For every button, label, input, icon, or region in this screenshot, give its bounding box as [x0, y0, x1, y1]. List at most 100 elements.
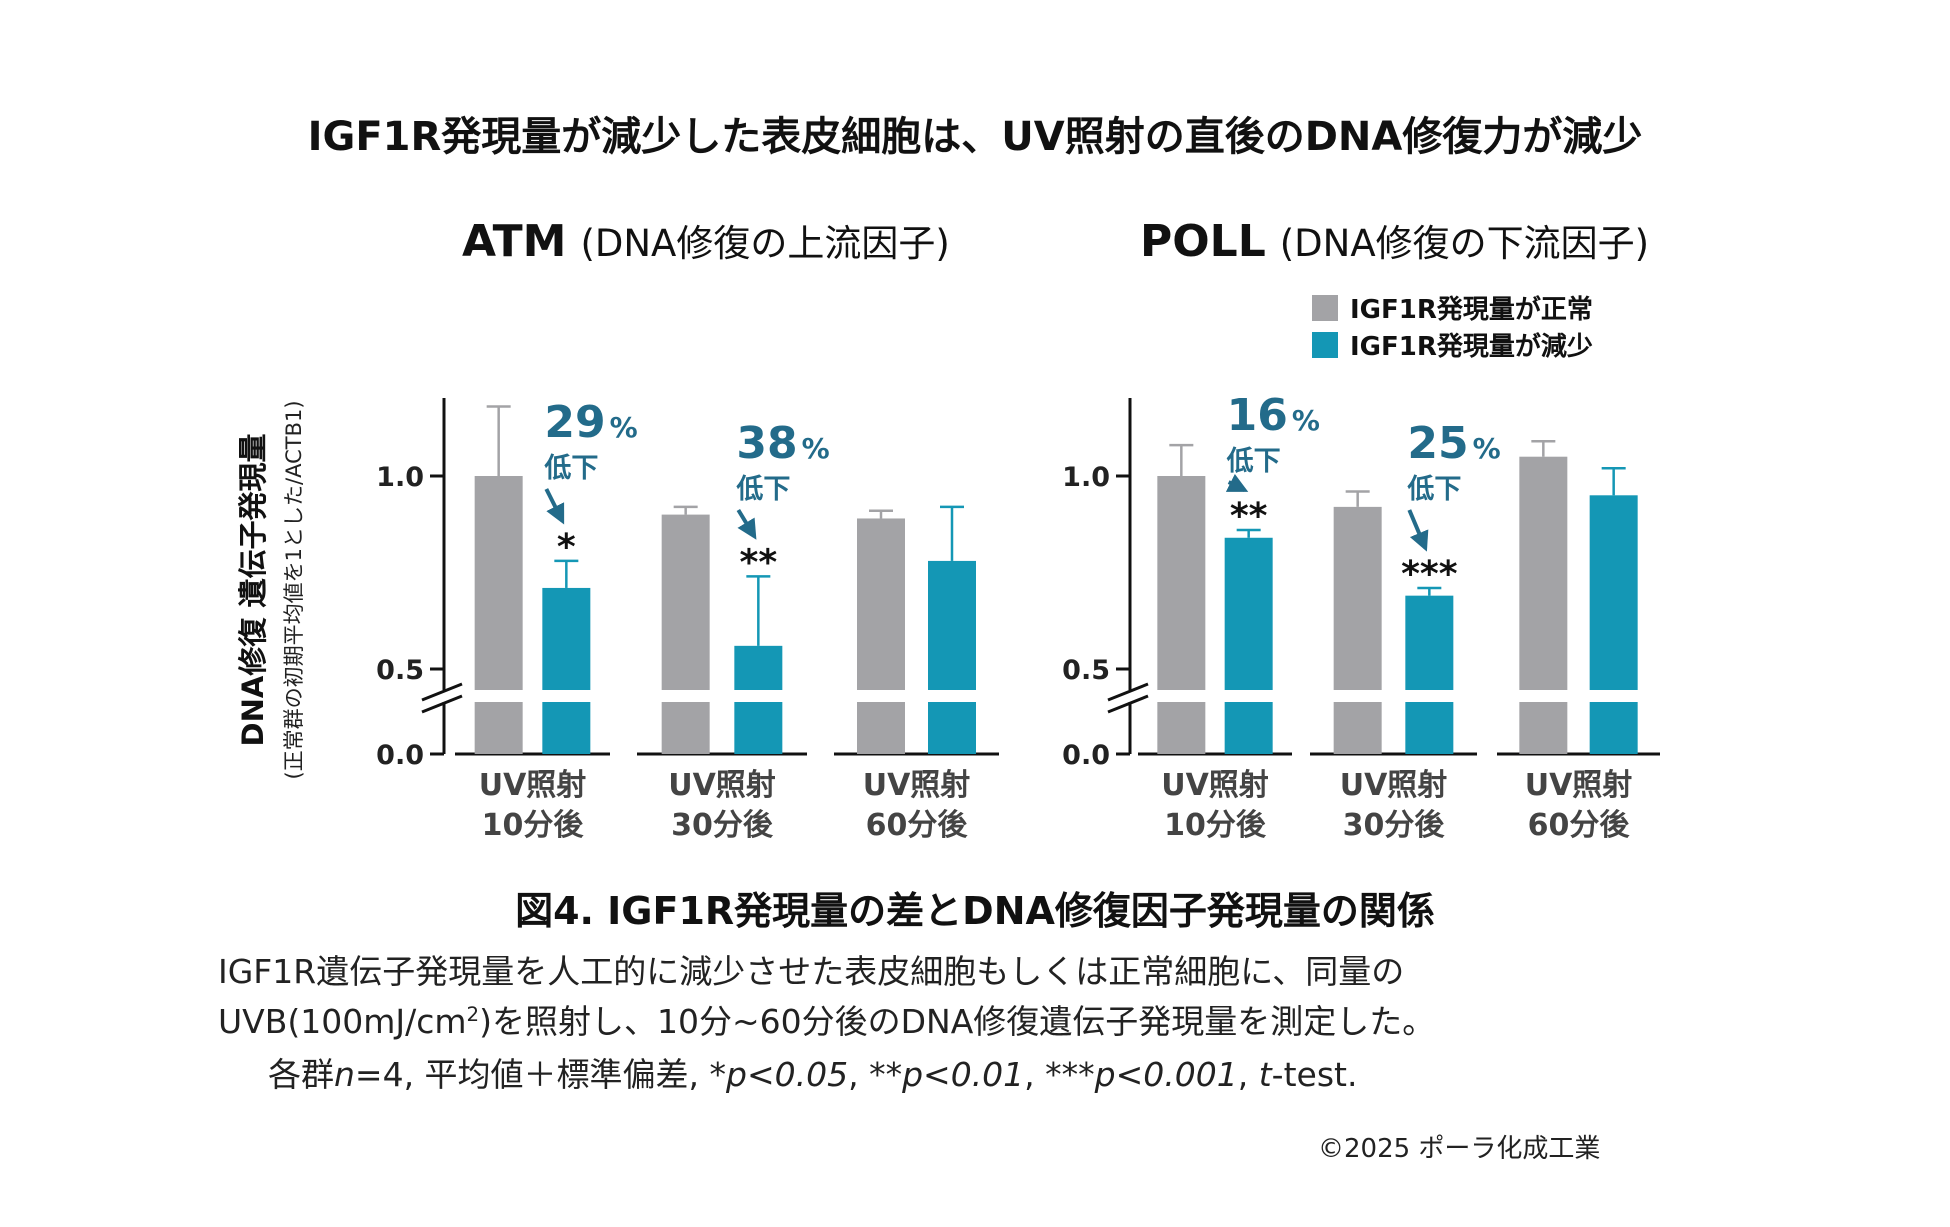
x-category-label-line2: 60分後 [866, 808, 969, 843]
legend-label-reduced: IGF1R発現量が減少 [1350, 331, 1593, 362]
bar-reduced [1589, 495, 1638, 690]
cap3-s3: *** [1045, 1055, 1095, 1094]
bar-reduced-lower [734, 702, 783, 754]
x-category-label-line1: UV照射 [668, 768, 776, 803]
caption-line-3: 各群n=4, 平均値＋標準偏差, *p<0.05, **p<0.01, ***p… [268, 1048, 1357, 1096]
bar-normal-lower [1333, 702, 1382, 754]
chart-title-main: ATM [462, 216, 566, 267]
axis-break-mark [421, 682, 463, 702]
bar-reduced [542, 587, 591, 690]
y-axis-sublabel: (正常群の初期平均値を1とした/ACTB1) [282, 400, 306, 779]
legend: IGF1R発現量が正常 IGF1R発現量が減少 [1312, 294, 1593, 362]
bar-normal [1157, 476, 1206, 690]
legend-label-normal: IGF1R発現量が正常 [1350, 294, 1593, 325]
significance-mark: ** [1230, 496, 1268, 537]
cap3-p2: =4, 平均値＋標準偏差, [354, 1055, 710, 1094]
cap3-t: t [1258, 1055, 1272, 1094]
bar-reduced-lower [1589, 702, 1638, 754]
reduction-label: 低下 [1406, 474, 1461, 505]
cap3-sep2: , [1024, 1055, 1046, 1094]
main-title: IGF1R発現量が減少した表皮細胞は、UV照射の直後のDNA修復力が減少 [307, 114, 1643, 160]
x-category-label-line2: 10分後 [482, 808, 585, 843]
bar-normal [474, 476, 523, 690]
cap3-e2: p<0.01 [902, 1055, 1025, 1094]
caption-line-2: UVB(100mJ/cm2)を照射し、10分~60分後のDNA修復遺伝子発現量を… [218, 995, 1435, 1043]
bar-normal-lower [1519, 702, 1568, 754]
significance-mark: *** [1401, 554, 1458, 595]
x-category-label-line1: UV照射 [863, 768, 971, 803]
legend-swatch-reduced [1312, 332, 1338, 358]
chart-title: POLL (DNA修復の下流因子) [1140, 216, 1649, 267]
x-category-label-line2: 30分後 [1343, 808, 1446, 843]
reduction-percent: 25% [1407, 418, 1500, 469]
reduction-label: 低下 [543, 453, 598, 484]
x-category-label-line2: 10分後 [1164, 808, 1267, 843]
y-tick-label: 1.0 [376, 462, 424, 493]
reduction-percent: 29% [544, 397, 637, 448]
x-category-label-line1: UV照射 [1340, 768, 1448, 803]
bar-normal [857, 518, 905, 690]
cap3-tail: -test. [1271, 1055, 1358, 1094]
reduction-label: 低下 [735, 474, 790, 505]
reduction-percent: 38% [736, 418, 829, 469]
y-tick-label: 1.0 [1062, 462, 1110, 493]
caption-line-2-sup: 2 [466, 1003, 480, 1026]
cap3-s1: * [709, 1055, 727, 1094]
chart-title: ATM (DNA修復の上流因子) [462, 216, 950, 267]
bar-normal-lower [1157, 702, 1206, 754]
caption-line-2-post: )を照射し、10分~60分後のDNA修復遺伝子発現量を測定した。 [479, 1002, 1436, 1041]
caption-title: 図4. IGF1R発現量の差とDNA修復因子発現量の関係 [515, 889, 1435, 933]
reduction-percent: 16% [1227, 390, 1320, 441]
bar-normal-lower [474, 702, 523, 754]
chart-subtitle: (DNA修復の上流因子) [580, 222, 949, 265]
figure-area: DNA修復 遺伝子発現量 (正常群の初期平均値を1とした/ACTB1) IGF1… [236, 216, 1660, 843]
axis-break-mark [1107, 694, 1149, 714]
reduction-unit: % [1473, 432, 1501, 465]
significance-mark: ** [740, 542, 778, 583]
caption-line-1: IGF1R遺伝子発現量を人工的に減少させた表皮細胞もしくは正常細胞に、同量の [218, 952, 1405, 991]
y-axis-label: DNA修復 遺伝子発現量 [236, 434, 270, 747]
bar-reduced-lower [542, 702, 591, 754]
reduction-value: 29 [544, 397, 605, 448]
bar-reduced-lower [1405, 702, 1454, 754]
axis-break-mark [421, 694, 463, 714]
cap3-e3: p<0.001 [1094, 1055, 1238, 1094]
x-category-label-line2: 30分後 [671, 808, 774, 843]
y-tick-label: 0.5 [376, 655, 424, 686]
cap3-n: n [334, 1055, 355, 1094]
bar-reduced [1405, 595, 1454, 690]
cap3-p1: 各群 [268, 1055, 334, 1094]
reduction-label: 低下 [1226, 446, 1281, 477]
bar-reduced [1224, 537, 1273, 690]
bar-normal [1519, 456, 1568, 690]
legend-swatch-normal [1312, 295, 1338, 321]
chart-subtitle: (DNA修復の下流因子) [1280, 222, 1649, 265]
poll-chart: POLL (DNA修復の下流因子) 0.0 0.5 1.0 ** UV照射 10分後 *** UV… [1062, 216, 1660, 843]
bar-normal-lower [857, 702, 905, 754]
reduction-unit: % [610, 411, 638, 444]
reduction-arrow [1407, 509, 1429, 552]
bar-reduced [928, 560, 976, 690]
y-tick-label: 0.0 [1062, 740, 1110, 771]
copyright: ©2025 ポーラ化成工業 [1318, 1134, 1601, 1164]
y-tick-label: 0.0 [376, 740, 424, 771]
cap3-sep3: , [1237, 1055, 1259, 1094]
x-category-label-line2: 60分後 [1528, 808, 1631, 843]
caption-line-2-pre: UVB(100mJ/cm [218, 1002, 467, 1041]
cap3-sep1: , [848, 1055, 870, 1094]
cap3-s2: ** [869, 1055, 903, 1094]
reduction-unit: % [802, 432, 830, 465]
reduction-unit: % [1292, 404, 1320, 437]
bar-normal [1333, 506, 1382, 690]
axis-break-mark [1107, 682, 1149, 702]
y-tick-label: 0.5 [1062, 655, 1110, 686]
cap3-e1: p<0.05 [726, 1055, 849, 1094]
reduction-value: 38 [736, 418, 797, 469]
reduction-value: 25 [1407, 418, 1468, 469]
chart-title-main: POLL [1140, 216, 1266, 267]
x-category-label-line1: UV照射 [479, 768, 587, 803]
atm-chart: ATM (DNA修復の上流因子) 0.0 0.5 1.0 * UV照射 10分後 ** UV照射 3… [376, 216, 999, 843]
reduction-arrow [544, 488, 565, 525]
x-category-label-line1: UV照射 [1161, 768, 1269, 803]
reduction-arrow [736, 508, 757, 540]
